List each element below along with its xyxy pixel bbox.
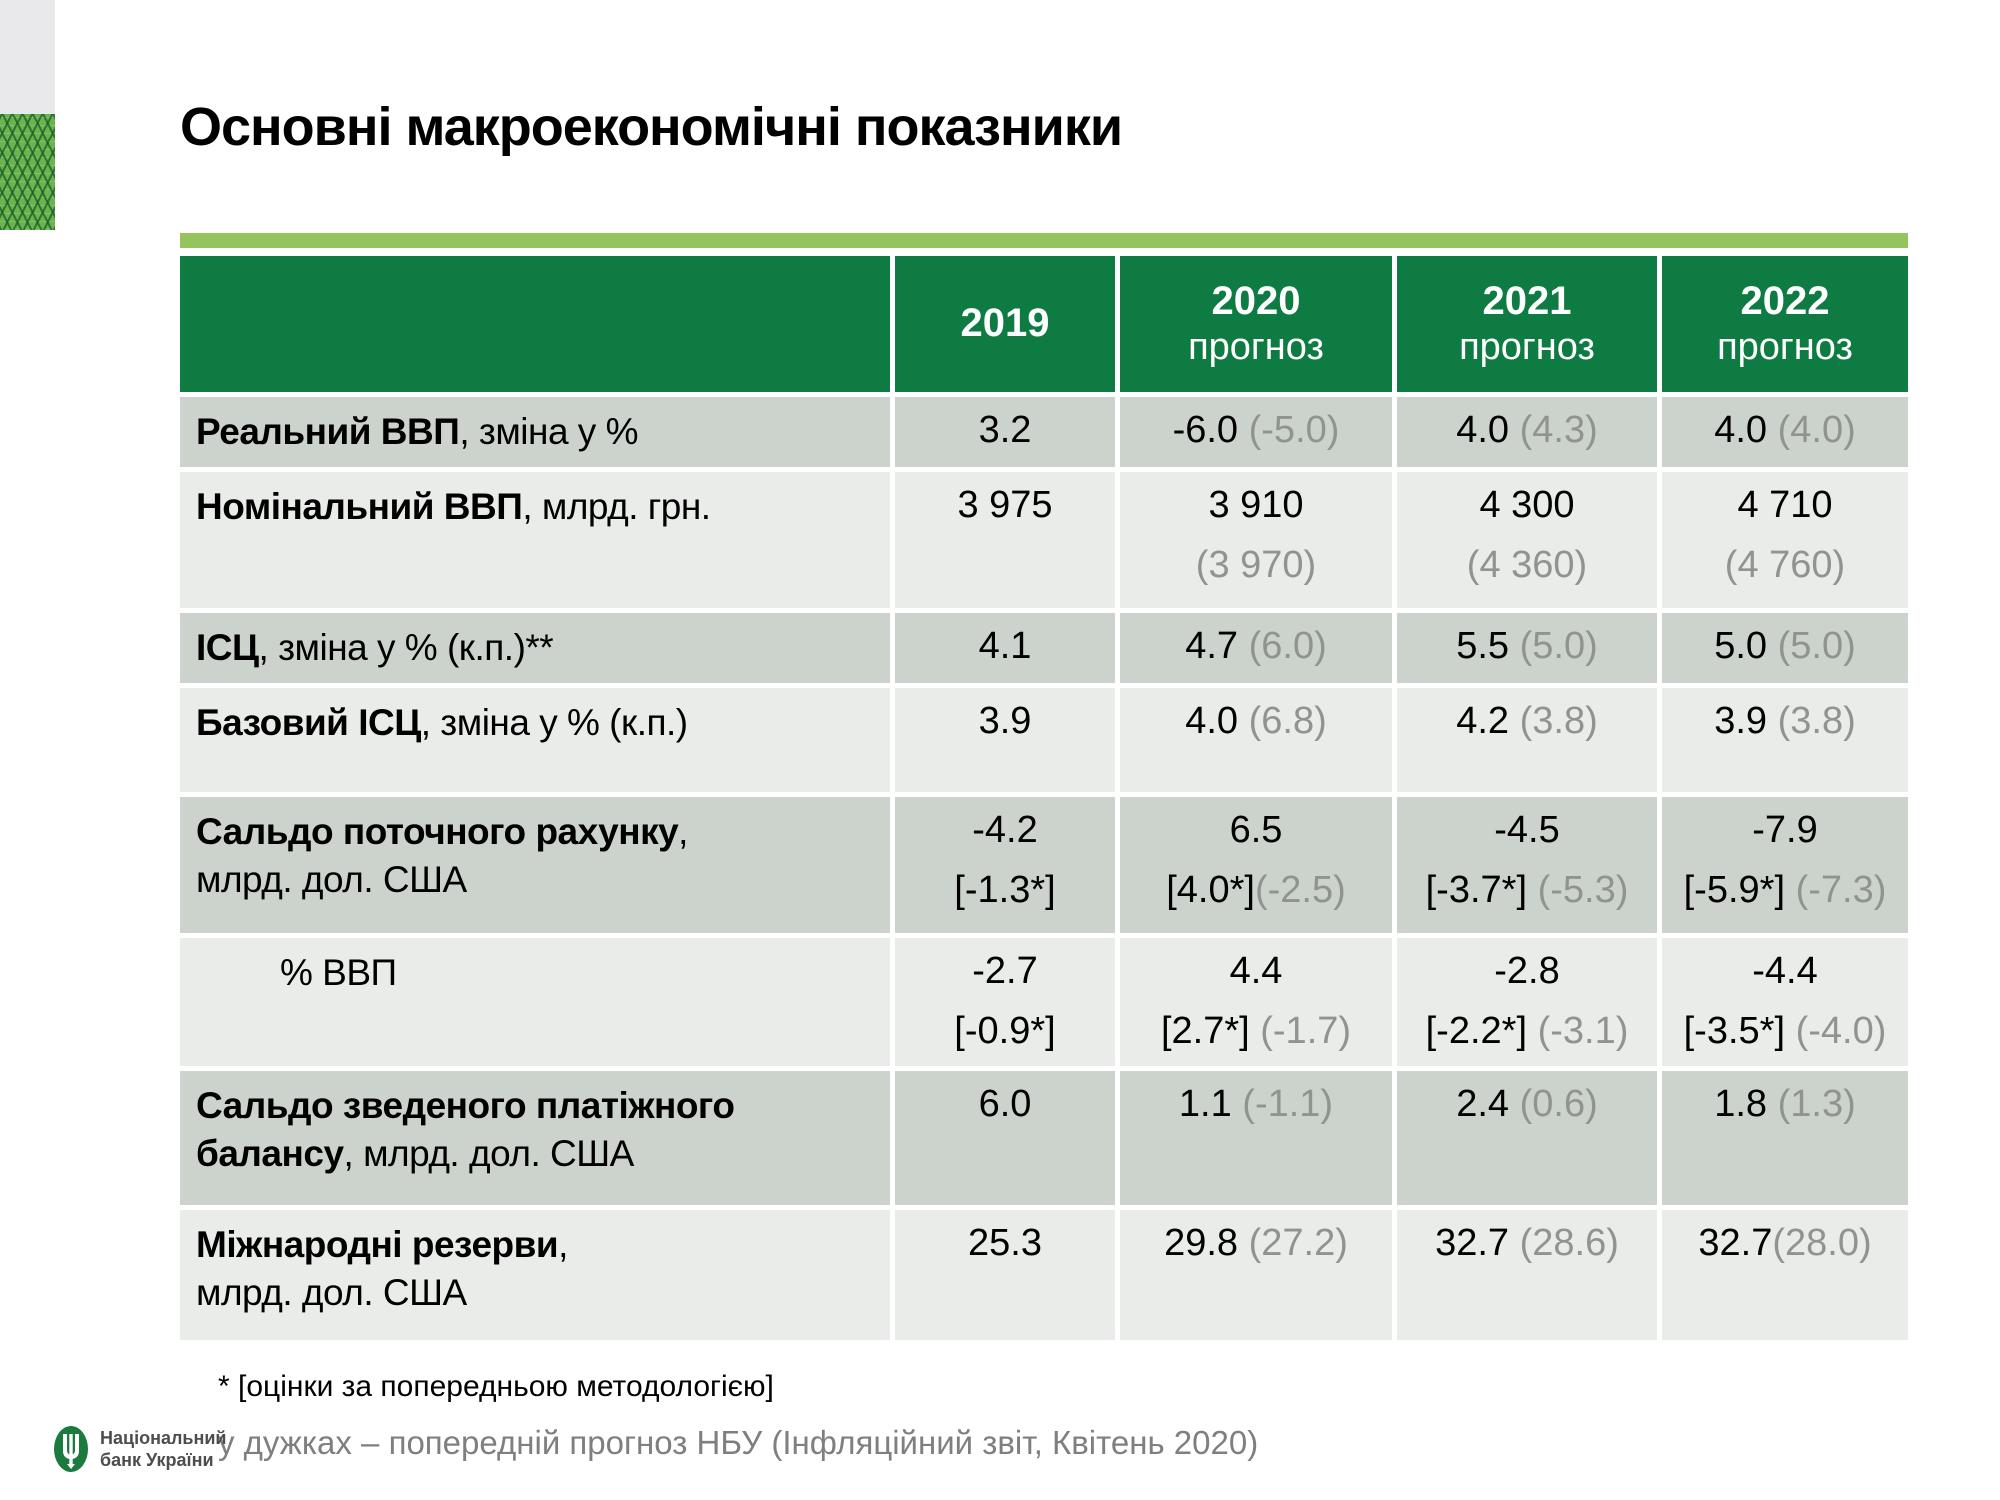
value-cell: -4.2 [-1.3*] bbox=[895, 797, 1115, 933]
row-label: Реальний ВВП, зміна у % bbox=[180, 397, 890, 467]
value-cell: 3 975 bbox=[895, 472, 1115, 608]
value-cell: 4.2 (3.8) bbox=[1397, 688, 1657, 792]
nbu-logo: Національний банк України bbox=[50, 1424, 226, 1474]
value-cell: 5.5 (5.0) bbox=[1397, 613, 1657, 683]
row-label: Базовий ІСЦ, зміна у % (к.п.) bbox=[180, 688, 890, 792]
value-cell: 4 710 (4 760) bbox=[1662, 472, 1908, 608]
value-cell: 4.0 (4.3) bbox=[1397, 397, 1657, 467]
nbu-logo-icon bbox=[54, 1426, 88, 1472]
value-cell: 3.9 (3.8) bbox=[1662, 688, 1908, 792]
value-cell: 25.3 bbox=[895, 1210, 1115, 1340]
row-label: ІСЦ, зміна у % (к.п.)** bbox=[180, 613, 890, 683]
value-cell: 4.4 [2.7*] (-1.7) bbox=[1120, 938, 1392, 1066]
value-cell: 5.0 (5.0) bbox=[1662, 613, 1908, 683]
value-cell: 4.0 (4.0) bbox=[1662, 397, 1908, 467]
page-title: Основні макроекономічні показники bbox=[180, 97, 1123, 157]
header-col-2020: 2020 прогноз bbox=[1120, 256, 1392, 392]
value-cell: -4.5 [-3.7*] (-5.3) bbox=[1397, 797, 1657, 933]
nbu-logo-text: Національний банк України bbox=[100, 1427, 226, 1472]
row-label: Сальдо зведеного платіжного балансу, млрд… bbox=[180, 1071, 890, 1205]
header-col-2021: 2021 прогноз bbox=[1397, 256, 1657, 392]
value-cell: 1.1 (-1.1) bbox=[1120, 1071, 1392, 1205]
footnote-brackets: у дужках – попередній прогноз НБУ (Інфля… bbox=[218, 1424, 1259, 1461]
value-cell: 4.7 (6.0) bbox=[1120, 613, 1392, 683]
value-cell: 6.5 [4.0*](-2.5) bbox=[1120, 797, 1392, 933]
value-cell: -7.9 [-5.9*] (-7.3) bbox=[1662, 797, 1908, 933]
row-label: Сальдо поточного рахунку, млрд. дол. США bbox=[180, 797, 890, 933]
value-cell: 32.7(28.0) bbox=[1662, 1210, 1908, 1340]
header-col-empty bbox=[180, 256, 890, 392]
value-cell: 4 300 (4 360) bbox=[1397, 472, 1657, 608]
value-cell: 1.8 (1.3) bbox=[1662, 1071, 1908, 1205]
row-label: % ВВП bbox=[180, 938, 890, 1066]
value-cell: 4.0 (6.8) bbox=[1120, 688, 1392, 792]
value-cell: 3.9 bbox=[895, 688, 1115, 792]
macro-table: 2019 2020 прогноз 2021 прогноз 2022 прогноз Реа… bbox=[180, 256, 1908, 1340]
value-cell: 3 910 (3 970) bbox=[1120, 472, 1392, 608]
value-cell: 32.7 (28.6) bbox=[1397, 1210, 1657, 1340]
header-col-2019: 2019 bbox=[895, 256, 1115, 392]
accent-bar bbox=[180, 233, 1908, 248]
value-cell: 4.1 bbox=[895, 613, 1115, 683]
row-label: Міжнародні резерви, млрд. дол. США bbox=[180, 1210, 890, 1340]
value-cell: -6.0 (-5.0) bbox=[1120, 397, 1392, 467]
nbu-logo-text-line2: банк України bbox=[100, 1450, 214, 1470]
value-cell: 2.4 (0.6) bbox=[1397, 1071, 1657, 1205]
footnote-methodology: * [оцінки за попередньою методологією] bbox=[218, 1370, 774, 1403]
header-col-2022: 2022 прогноз bbox=[1662, 256, 1908, 392]
value-cell: 29.8 (27.2) bbox=[1120, 1210, 1392, 1340]
corner-ornament bbox=[0, 114, 55, 230]
nbu-logo-text-line1: Національний bbox=[100, 1427, 227, 1448]
value-cell: 6.0 bbox=[895, 1071, 1115, 1205]
value-cell: 3.2 bbox=[895, 397, 1115, 467]
row-label: Номінальний ВВП, млрд. грн. bbox=[180, 472, 890, 608]
value-cell: -2.7 [-0.9*] bbox=[895, 938, 1115, 1066]
corner-gray-bar bbox=[0, 0, 55, 114]
value-cell: -2.8 [-2.2*] (-3.1) bbox=[1397, 938, 1657, 1066]
value-cell: -4.4 [-3.5*] (-4.0) bbox=[1662, 938, 1908, 1066]
